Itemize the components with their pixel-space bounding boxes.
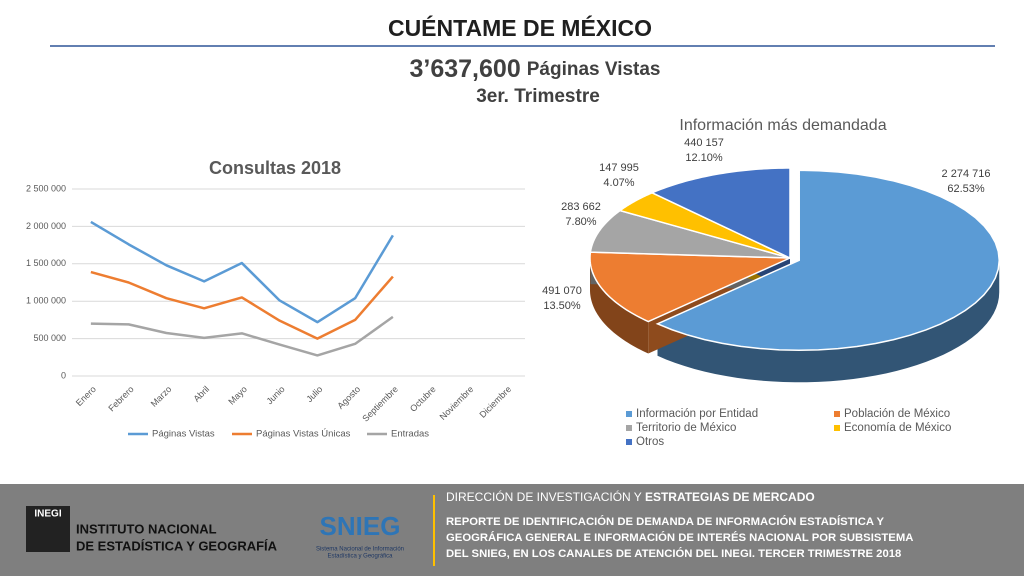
inegi-name: INSTITUTO NACIONAL (76, 521, 217, 536)
data-label: 147 995 (599, 162, 639, 174)
data-label: 2 274 716 (942, 168, 991, 180)
pie-slice (589, 209, 791, 259)
data-label: 62.53% (947, 183, 985, 195)
legend-label: Páginas Vistas Únicas (256, 429, 351, 440)
legend-label: Páginas Vistas (152, 429, 215, 440)
legend-label: Economía de México (844, 422, 951, 434)
legend-swatch (626, 425, 632, 431)
pie-slice (655, 169, 1000, 352)
footer-band (0, 484, 1024, 576)
headline: 3’637,600 Páginas Vistas (410, 55, 661, 83)
report-line: DEL SNIEG, EN LOS CANALES DE ATENCIÓN DE… (446, 547, 901, 560)
x-tick-label: Abril (191, 384, 211, 404)
footer-direction: DIRECCIÓN DE INVESTIGACIÓN Y ESTRATEGIAS… (446, 489, 815, 504)
legend-swatch (626, 439, 632, 445)
x-tick-label: Octubre (408, 384, 438, 414)
snieg-logo: SNIEG (320, 511, 401, 541)
headline-number: 3’637,600 (410, 55, 521, 83)
line-series (90, 220, 394, 324)
y-tick-label: 1 000 000 (26, 296, 66, 306)
line-series (90, 270, 394, 340)
line-series (90, 315, 394, 357)
pie-slice (589, 251, 791, 323)
legend-swatch (626, 411, 632, 417)
data-label: 440 157 (684, 137, 724, 149)
direction-bold: ESTRATEGIAS DE MERCADO (645, 490, 815, 504)
snieg-text: Sistema Nacional de Información (316, 547, 404, 553)
x-tick-label: Agosto (335, 384, 362, 411)
legend-label: Entradas (391, 429, 429, 440)
x-tick-label: Julio (304, 384, 324, 404)
y-tick-label: 1 500 000 (26, 258, 66, 268)
inegi-name: DE ESTADÍSTICA Y GEOGRAFÍA (76, 538, 278, 553)
direction-plain: DIRECCIÓN DE INVESTIGACIÓN Y (446, 489, 645, 504)
y-tick-label: 2 000 000 (26, 221, 66, 231)
data-label: 491 070 (542, 285, 582, 297)
chart-title: Información más demandada (679, 117, 886, 134)
y-tick-label: 0 (61, 370, 66, 380)
x-tick-label: Febrero (106, 384, 135, 413)
slide-title: CUÉNTAME DE MÉXICO (388, 14, 652, 41)
x-tick-label: Septiembre (360, 384, 400, 424)
report-line: GEOGRÁFICA GENERAL E INFORMACIÓN DE INTE… (446, 531, 913, 544)
data-label: 4.07% (603, 177, 634, 189)
x-tick-label: Enero (74, 384, 98, 408)
slice-wall (590, 258, 649, 354)
x-tick-label: Mayo (226, 384, 249, 407)
legend-label: Otros (636, 436, 664, 448)
data-label: 7.80% (565, 216, 596, 228)
legend-swatch (834, 425, 840, 431)
data-label: 12.10% (685, 152, 723, 164)
legend-label: Territorio de México (636, 422, 736, 434)
headline-text: Páginas Vistas (527, 59, 661, 80)
x-tick-label: Diciembre (477, 384, 513, 420)
y-tick-label: 500 000 (33, 333, 66, 343)
x-tick-label: Marzo (149, 384, 174, 409)
subtitle: 3er. Trimestre (476, 86, 600, 107)
chart-title: Consultas 2018 (209, 158, 341, 178)
inegi-logo (26, 506, 70, 552)
legend-swatch (834, 411, 840, 417)
pie-slice (650, 167, 791, 260)
inegi-logo-text: INEGI (34, 509, 61, 520)
pie-slice (618, 191, 791, 259)
legend-label: Población de México (844, 408, 950, 420)
slice-wall (657, 260, 1000, 383)
snieg-text: Estadística y Geográfica (327, 554, 393, 560)
legend-label: Información por Entidad (636, 408, 758, 420)
data-label: 283 662 (561, 201, 601, 213)
report-line: REPORTE DE IDENTIFICACIÓN DE DEMANDA DE … (446, 515, 885, 528)
x-tick-label: Junio (264, 384, 286, 406)
y-tick-label: 2 500 000 (26, 183, 66, 193)
data-label: 13.50% (543, 300, 581, 312)
x-tick-label: Noviembre (438, 384, 476, 422)
